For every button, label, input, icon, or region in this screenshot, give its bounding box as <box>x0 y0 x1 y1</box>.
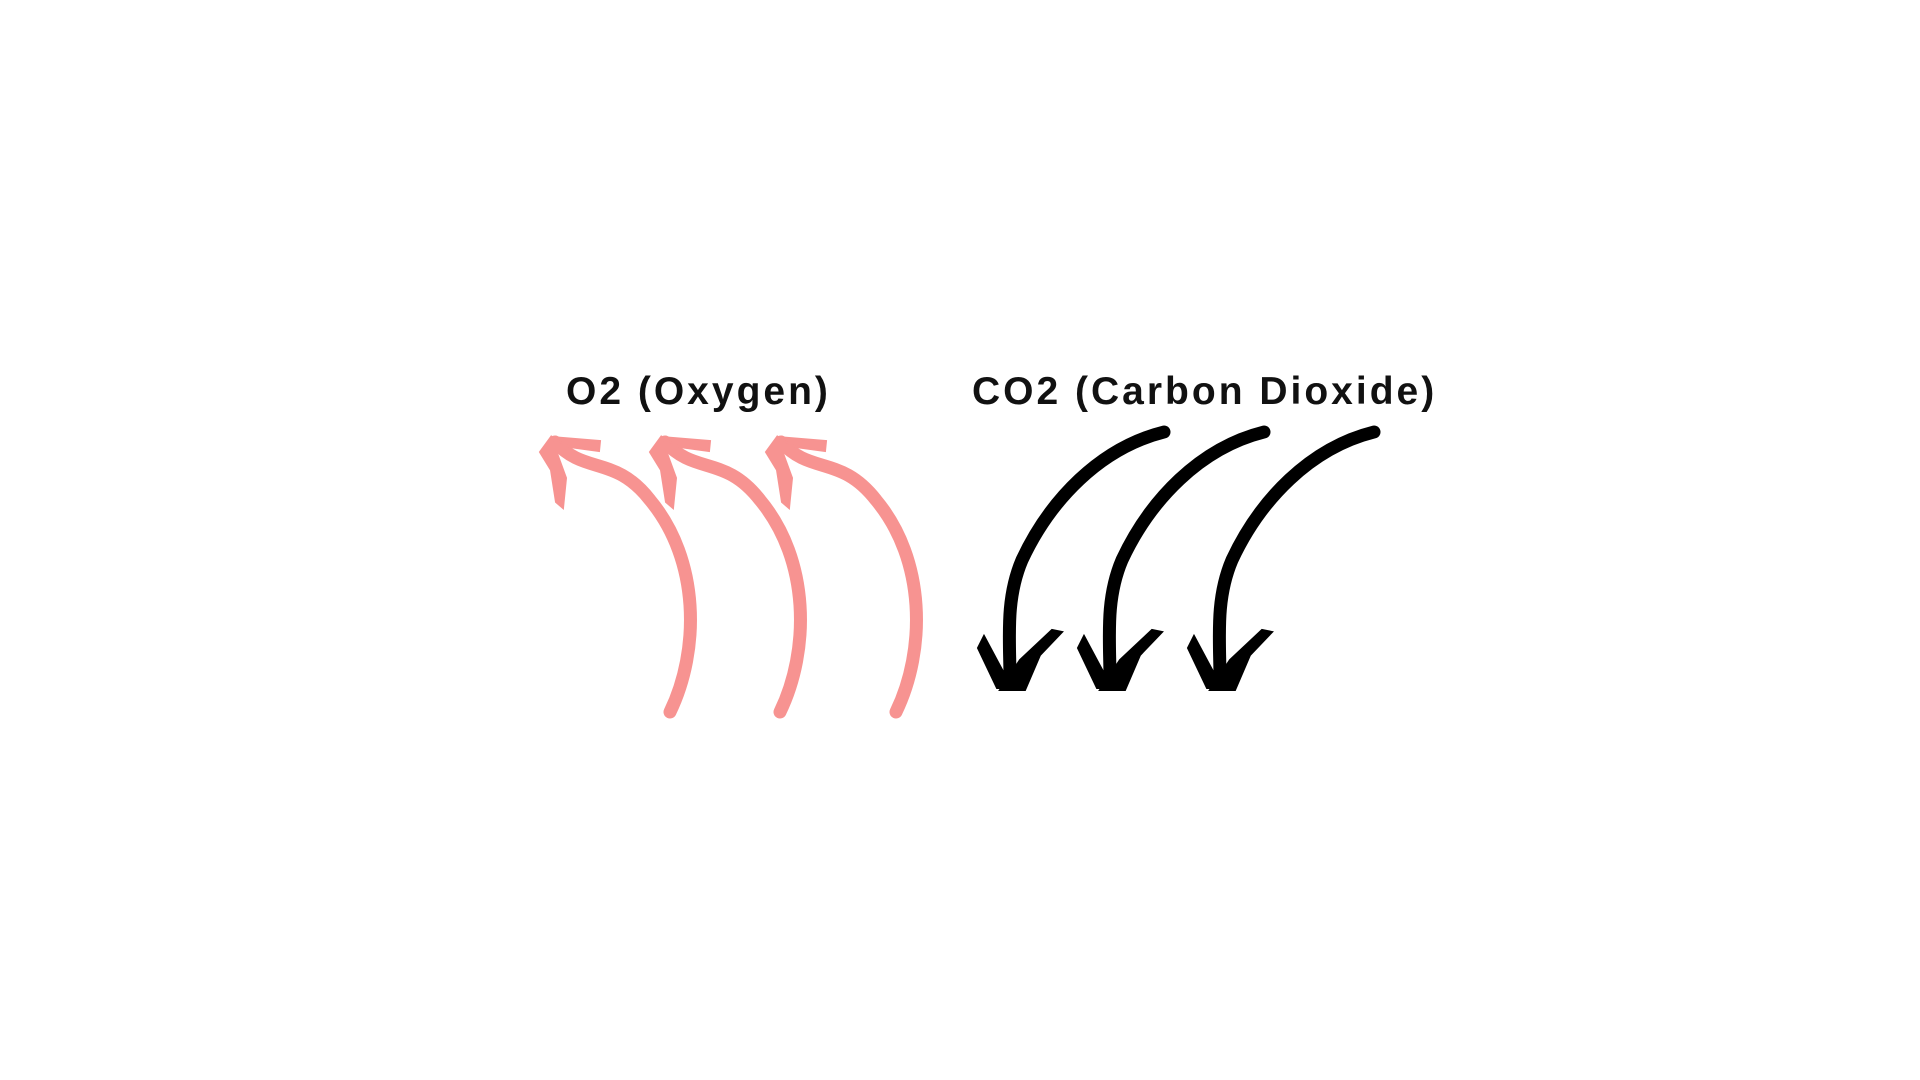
oxygen-label: O2 (Oxygen) <box>566 370 831 413</box>
carbon-dioxide-label: CO2 (Carbon Dioxide) <box>972 370 1438 413</box>
carbon-dioxide-arrow <box>1188 432 1374 690</box>
